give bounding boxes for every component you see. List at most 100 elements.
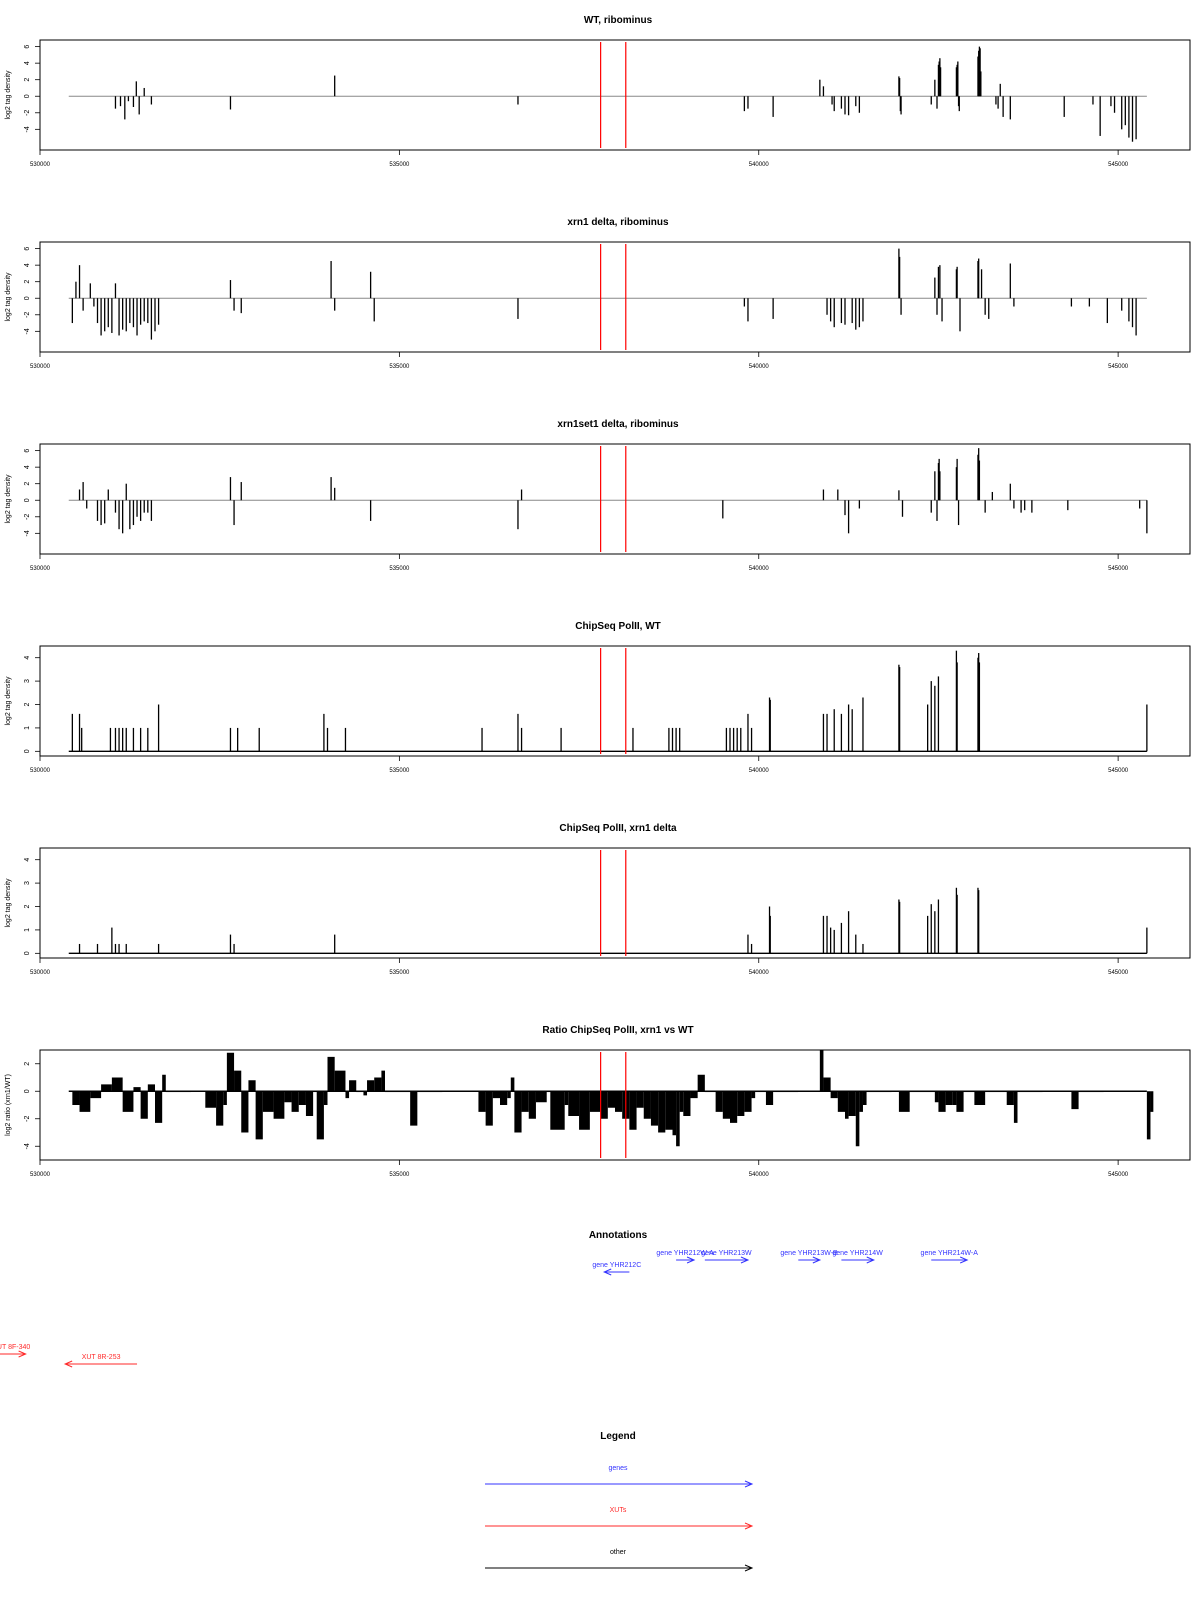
y-tick-label: 2 bbox=[24, 280, 31, 284]
y-tick-label: 1 bbox=[24, 928, 31, 932]
ratio-bar bbox=[255, 1091, 263, 1140]
y-axis-label: log2 tag density bbox=[5, 676, 12, 726]
ratio-bar bbox=[679, 1091, 684, 1112]
ratio-bar bbox=[535, 1091, 547, 1103]
ratio-bar bbox=[478, 1091, 486, 1112]
ratio-bar bbox=[643, 1091, 651, 1119]
plot-area bbox=[68, 650, 1148, 753]
ratio-bar bbox=[216, 1091, 224, 1126]
ratio-bar bbox=[510, 1077, 515, 1092]
ratio-bar bbox=[568, 1091, 580, 1116]
y-tick-label: 0 bbox=[24, 951, 31, 955]
ratio-bar bbox=[323, 1091, 328, 1105]
y-tick-label: 2 bbox=[24, 78, 31, 82]
plot-area bbox=[68, 448, 1148, 534]
x-tick-label: 535000 bbox=[389, 566, 410, 572]
ratio-bar bbox=[1150, 1091, 1154, 1112]
ratio-bar bbox=[830, 1091, 838, 1099]
ratio-bar bbox=[737, 1091, 745, 1116]
gene-arrow bbox=[841, 1256, 876, 1264]
y-tick-label: 6 bbox=[24, 45, 31, 49]
plot-area bbox=[68, 248, 1147, 340]
ratio-bar bbox=[848, 1091, 856, 1116]
x-tick-label: 530000 bbox=[30, 1172, 51, 1178]
ratio-bar bbox=[492, 1091, 500, 1099]
ratio-bar bbox=[658, 1091, 666, 1133]
ratio-bar bbox=[101, 1084, 112, 1092]
x-tick-label: 535000 bbox=[389, 364, 410, 370]
ratio-bar bbox=[1071, 1091, 1079, 1110]
arrow-head bbox=[740, 1256, 750, 1264]
ratio-bar bbox=[945, 1091, 953, 1105]
plot-area bbox=[68, 1050, 1154, 1147]
y-tick-label: 0 bbox=[24, 498, 31, 502]
ratio-bar bbox=[410, 1091, 418, 1126]
x-tick-label: 530000 bbox=[30, 970, 51, 976]
gene-arrow bbox=[931, 1256, 969, 1264]
ratio-bar bbox=[564, 1091, 569, 1105]
x-tick-label: 535000 bbox=[389, 1172, 410, 1178]
ratio-bar bbox=[500, 1091, 508, 1105]
ratio-bar bbox=[90, 1091, 102, 1099]
ratio-bar bbox=[629, 1091, 637, 1130]
ratio-bar bbox=[162, 1074, 166, 1092]
x-tick-label: 540000 bbox=[749, 364, 770, 370]
y-tick-label: 0 bbox=[24, 749, 31, 753]
arrow-head bbox=[602, 1268, 612, 1276]
arrow-head bbox=[744, 1522, 754, 1530]
ratio-bar bbox=[223, 1091, 227, 1105]
ratio-bar bbox=[226, 1052, 235, 1092]
ratio-bar bbox=[507, 1091, 511, 1099]
x-tick-label: 545000 bbox=[1108, 1172, 1129, 1178]
y-axis-label: log2 tag density bbox=[5, 474, 12, 524]
x-tick-label: 540000 bbox=[749, 970, 770, 976]
ratio-bar bbox=[1006, 1091, 1014, 1105]
ratio-bar bbox=[234, 1070, 242, 1092]
ratio-bar bbox=[273, 1091, 285, 1119]
ratio-bar bbox=[845, 1091, 849, 1119]
x-tick-label: 540000 bbox=[749, 768, 770, 774]
ratio-bar bbox=[823, 1077, 831, 1092]
ratio-bar bbox=[579, 1091, 590, 1130]
y-tick-label: -2 bbox=[24, 312, 31, 318]
y-tick-label: -4 bbox=[24, 328, 31, 334]
ratio-bar bbox=[607, 1091, 615, 1108]
ratio-bar bbox=[528, 1091, 536, 1119]
y-tick-label: 0 bbox=[24, 296, 31, 300]
panel-title: xrn1 delta, ribominus bbox=[567, 217, 669, 228]
y-tick-label: 6 bbox=[24, 449, 31, 453]
gene-label: gene YHR212C bbox=[592, 1262, 641, 1269]
x-tick-label: 545000 bbox=[1108, 566, 1129, 572]
x-tick-label: 530000 bbox=[30, 162, 51, 168]
legend-label-xut: XUTs bbox=[610, 1507, 627, 1514]
ratio-bar bbox=[374, 1077, 382, 1092]
ratio-bar bbox=[862, 1091, 867, 1105]
panel-title: Ratio ChipSeq PolII, xrn1 vs WT bbox=[542, 1025, 693, 1036]
ratio-bar bbox=[345, 1091, 350, 1099]
arrow-head bbox=[866, 1256, 876, 1264]
arrow-head bbox=[686, 1256, 696, 1264]
legend-arrow-gene bbox=[485, 1480, 754, 1488]
ratio-bar bbox=[133, 1087, 141, 1092]
x-tick-label: 545000 bbox=[1108, 970, 1129, 976]
track-panel-6: Ratio ChipSeq PolII, xrn1 vs WT log2 rati… bbox=[5, 1025, 1191, 1178]
ratio-bar bbox=[155, 1091, 163, 1123]
ratio-bar bbox=[298, 1091, 306, 1105]
ratio-bar bbox=[650, 1091, 659, 1126]
gene-arrow bbox=[798, 1256, 822, 1264]
xut-arrow bbox=[0, 1350, 27, 1358]
ratio-bar bbox=[241, 1091, 249, 1133]
ratio-bar bbox=[730, 1091, 738, 1123]
gene-arrow bbox=[602, 1268, 630, 1276]
plot-frame bbox=[39, 847, 1191, 959]
x-tick-label: 540000 bbox=[749, 162, 770, 168]
y-tick-label: 2 bbox=[24, 702, 31, 706]
y-axis-label: log2 tag density bbox=[5, 878, 12, 928]
x-tick-label: 545000 bbox=[1108, 162, 1129, 168]
x-tick-label: 545000 bbox=[1108, 364, 1129, 370]
plot-frame bbox=[39, 241, 1191, 353]
y-axis-label: log2 tag density bbox=[5, 272, 12, 322]
panel-title: xrn1set1 delta, ribominus bbox=[557, 419, 679, 430]
ratio-bar bbox=[1013, 1091, 1018, 1123]
